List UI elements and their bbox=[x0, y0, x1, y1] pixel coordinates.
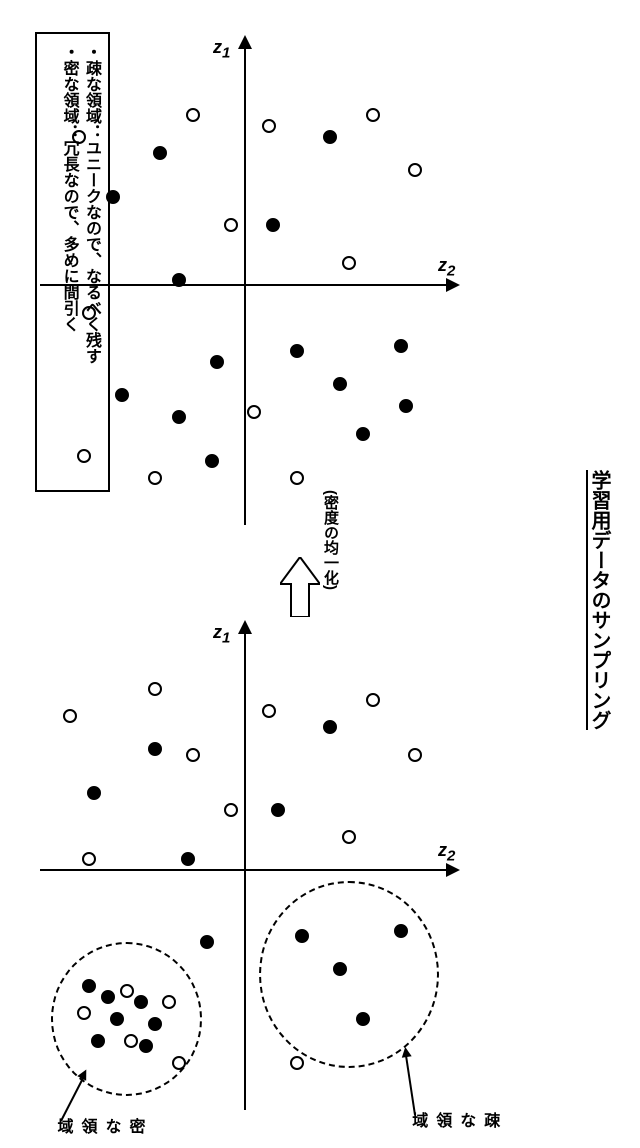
point-open bbox=[408, 748, 422, 762]
point-open bbox=[186, 748, 200, 762]
dense-region-ellipse bbox=[51, 942, 202, 1096]
point-open bbox=[408, 163, 422, 177]
point-open bbox=[366, 693, 380, 707]
point-open bbox=[262, 704, 276, 718]
point-filled bbox=[356, 427, 370, 441]
axis-label-z1: z1 bbox=[213, 622, 230, 647]
point-open bbox=[290, 1056, 304, 1070]
point-filled bbox=[266, 218, 280, 232]
point-filled bbox=[153, 146, 167, 160]
point-open bbox=[247, 405, 261, 419]
scatter-before: z1z2密な領域疎な領域 bbox=[30, 620, 460, 1120]
point-open bbox=[63, 709, 77, 723]
legend-line-sparse: ・疎な領域：ユニークなので、なるべく残す bbox=[80, 44, 102, 480]
axis-label-z1: z1 bbox=[213, 37, 230, 62]
big-arrow-icon bbox=[280, 557, 320, 617]
sparse-region-arrow bbox=[405, 1052, 416, 1115]
point-filled bbox=[323, 720, 337, 734]
point-open bbox=[186, 108, 200, 122]
point-filled bbox=[181, 852, 195, 866]
point-filled bbox=[172, 273, 186, 287]
point-filled bbox=[271, 803, 285, 817]
point-filled bbox=[205, 454, 219, 468]
point-filled bbox=[394, 339, 408, 353]
point-filled bbox=[399, 399, 413, 413]
point-filled bbox=[148, 742, 162, 756]
point-open bbox=[366, 108, 380, 122]
big-arrow-label: (密度の均一化) bbox=[320, 490, 341, 590]
point-open bbox=[82, 852, 96, 866]
point-open bbox=[262, 119, 276, 133]
point-filled bbox=[115, 388, 129, 402]
point-open bbox=[224, 803, 238, 817]
point-open bbox=[148, 682, 162, 696]
sparse-region-label: 疎な領域 bbox=[405, 1112, 501, 1128]
legend-line-dense: ・密な領域：冗長なので、多めに間引く bbox=[57, 44, 79, 480]
dense-region-arrow bbox=[60, 1074, 85, 1121]
point-open bbox=[342, 830, 356, 844]
point-open bbox=[224, 218, 238, 232]
axis-label-z2: z2 bbox=[438, 255, 455, 280]
point-filled bbox=[333, 377, 347, 391]
point-filled bbox=[210, 355, 224, 369]
point-filled bbox=[290, 344, 304, 358]
page-title: 学習用データのサンプリング bbox=[585, 470, 614, 730]
point-open bbox=[290, 471, 304, 485]
point-open bbox=[148, 471, 162, 485]
point-filled bbox=[172, 410, 186, 424]
point-filled bbox=[87, 786, 101, 800]
legend-box: ・疎な領域：ユニークなので、なるべく残す・密な領域：冗長なので、多めに間引く bbox=[35, 32, 110, 492]
point-open bbox=[342, 256, 356, 270]
dense-region-label: 密な領域 bbox=[51, 1118, 147, 1134]
sparse-region-ellipse bbox=[259, 881, 439, 1068]
point-filled bbox=[200, 935, 214, 949]
axis-label-z2: z2 bbox=[438, 840, 455, 865]
point-filled bbox=[323, 130, 337, 144]
axis-z2 bbox=[40, 869, 450, 871]
